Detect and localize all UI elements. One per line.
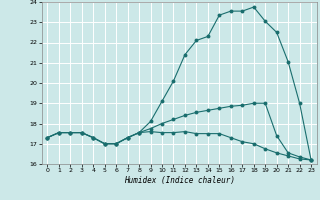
X-axis label: Humidex (Indice chaleur): Humidex (Indice chaleur) <box>124 176 235 185</box>
